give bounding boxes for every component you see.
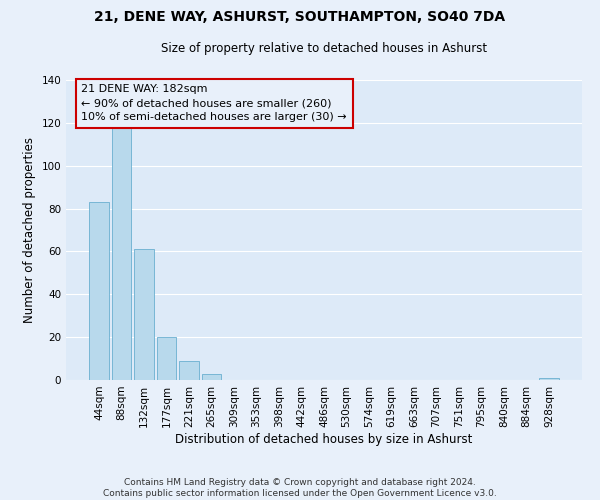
Text: Contains HM Land Registry data © Crown copyright and database right 2024.
Contai: Contains HM Land Registry data © Crown c… xyxy=(103,478,497,498)
Bar xyxy=(539,378,559,380)
Title: Size of property relative to detached houses in Ashurst: Size of property relative to detached ho… xyxy=(161,42,487,55)
Bar xyxy=(134,250,154,380)
Bar xyxy=(157,337,176,380)
Y-axis label: Number of detached properties: Number of detached properties xyxy=(23,137,36,323)
Bar xyxy=(112,127,131,380)
Bar xyxy=(202,374,221,380)
Text: 21, DENE WAY, ASHURST, SOUTHAMPTON, SO40 7DA: 21, DENE WAY, ASHURST, SOUTHAMPTON, SO40… xyxy=(94,10,506,24)
Text: 21 DENE WAY: 182sqm
← 90% of detached houses are smaller (260)
10% of semi-detac: 21 DENE WAY: 182sqm ← 90% of detached ho… xyxy=(82,84,347,122)
X-axis label: Distribution of detached houses by size in Ashurst: Distribution of detached houses by size … xyxy=(175,432,473,446)
Bar xyxy=(179,360,199,380)
Bar xyxy=(89,202,109,380)
